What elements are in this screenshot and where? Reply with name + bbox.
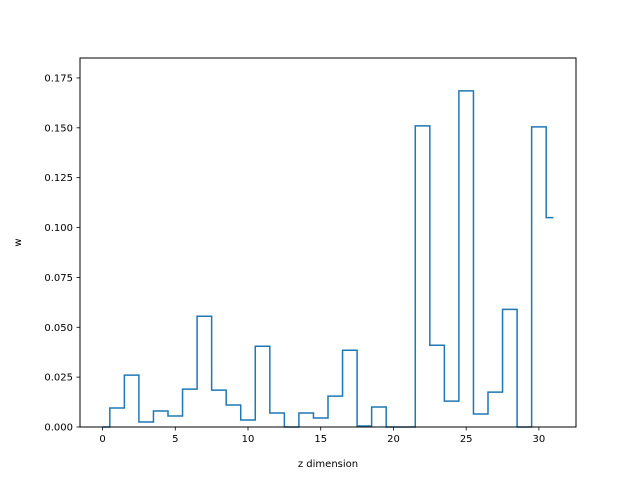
series-step-line [102, 90, 554, 428]
x-tick-label: 25 [460, 434, 473, 445]
x-tick-label: 30 [533, 434, 546, 445]
axes-frame [79, 57, 577, 428]
x-tick-label: 10 [242, 434, 255, 445]
y-ticks: 0.000 0.025 0.050 0.075 0.100 0.125 0.150 0.175 [44, 73, 80, 434]
y-tick-label: 0.050 [44, 323, 73, 334]
y-tick-label: 0.150 [44, 123, 73, 134]
x-axis-label: z dimension [298, 459, 358, 470]
y-tick-label: 0.000 [44, 423, 73, 434]
y-tick-label: 0.025 [44, 373, 73, 384]
x-tick-label: 20 [387, 434, 400, 445]
x-tick-label: 15 [314, 434, 327, 445]
y-tick-label: 0.075 [44, 273, 73, 284]
y-tick-label: 0.175 [44, 73, 73, 84]
y-axis-label: w [13, 238, 24, 246]
y-tick-label: 0.125 [44, 173, 73, 184]
x-tick-label: 0 [99, 434, 105, 445]
y-tick-label: 0.100 [44, 223, 73, 234]
x-tick-label: 5 [172, 434, 178, 445]
